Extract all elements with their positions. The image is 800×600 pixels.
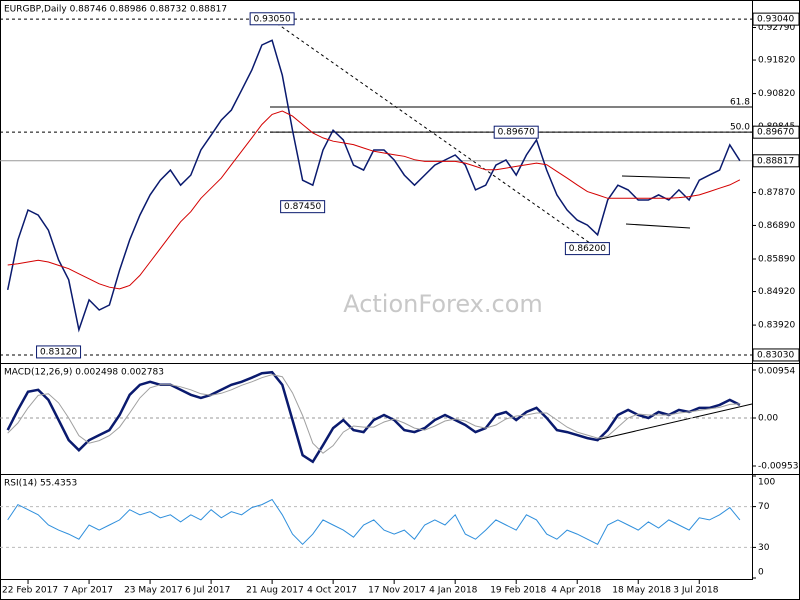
price-marker-label: 0.83030 (757, 350, 794, 360)
annotation-box (36, 345, 82, 359)
y-tick-label: 0.90820 (758, 89, 795, 99)
x-tick-label: 4 Jan 2018 (429, 586, 477, 596)
y-tick-label: 0.83920 (758, 321, 795, 331)
channel-line (621, 175, 691, 179)
x-tick-label: 17 Nov 2017 (368, 586, 426, 596)
watermark: ActionForex.com (343, 290, 543, 318)
annotation-box (493, 125, 539, 139)
price-marker-box (752, 12, 800, 26)
x-tick-label: 3 Jul 2018 (673, 586, 718, 596)
y-tick-label: 0.92790 (758, 23, 795, 33)
annotation-box (280, 200, 326, 214)
x-tick-label: 6 Jul 2017 (185, 586, 230, 596)
channel-line (625, 223, 691, 229)
macd-title: MACD(12,26,9) 0.002498 0.002783 (4, 368, 164, 378)
x-tick-label: 22 Feb 2017 (2, 586, 58, 596)
macd-trendline (596, 403, 753, 441)
y-tick-label: 30 (758, 543, 770, 553)
price-marker-label: 0.93040 (757, 15, 794, 25)
rsi-title: RSI(14) 55.4353 (4, 479, 77, 489)
series-line (7, 374, 740, 454)
y-tick-label: 0 (758, 568, 764, 578)
annotation-label: 0.89670 (498, 128, 535, 138)
x-tick-label: 4 Oct 2017 (307, 586, 357, 596)
x-tick-label: 18 May 2018 (612, 586, 671, 596)
y-tick-label: 0.87870 (758, 188, 795, 198)
y-tick-label: 0.84920 (758, 287, 795, 297)
y-tick-label: 0.86890 (758, 221, 795, 231)
price-marker-label: 0.89670 (757, 128, 794, 138)
price-marker-box (752, 154, 800, 168)
x-tick-label: 23 May 2017 (124, 586, 183, 596)
fib-label: 50.0 (730, 123, 750, 133)
series-line (6, 39, 741, 333)
x-tick-label: 21 Aug 2017 (246, 586, 304, 596)
x-tick-label: 4 Apr 2018 (551, 586, 601, 596)
y-tick-label: 0.00954 (758, 367, 795, 377)
price-marker-label: 0.88817 (757, 156, 794, 166)
trendline (271, 19, 598, 249)
y-tick-label: 100 (758, 478, 775, 488)
series-line (7, 110, 741, 290)
annotation-label: 0.93050 (254, 14, 291, 24)
series-line (7, 498, 741, 546)
annotation-box (249, 12, 295, 26)
price-title: EURGBP,Daily 0.88746 0.88986 0.88732 0.8… (4, 5, 227, 15)
y-tick-label: -0.009538 (758, 462, 800, 472)
series-line (6, 370, 741, 464)
price-marker-box (752, 348, 800, 362)
annotation-label: 0.83120 (40, 347, 77, 357)
y-tick-label: 0.91820 (758, 56, 795, 66)
price-marker-box (752, 125, 800, 139)
x-tick-label: 7 Apr 2017 (63, 586, 113, 596)
x-tick-label: 19 Feb 2018 (490, 586, 546, 596)
annotation-label: 0.87450 (284, 202, 321, 212)
y-tick-label: 0.85890 (758, 255, 795, 265)
annotation-box (564, 242, 610, 256)
y-tick-label: 0.00 (758, 413, 778, 423)
y-tick-label: 70 (758, 502, 770, 512)
annotation-label: 0.86200 (569, 244, 606, 254)
fib-label: 61.8 (730, 98, 750, 108)
